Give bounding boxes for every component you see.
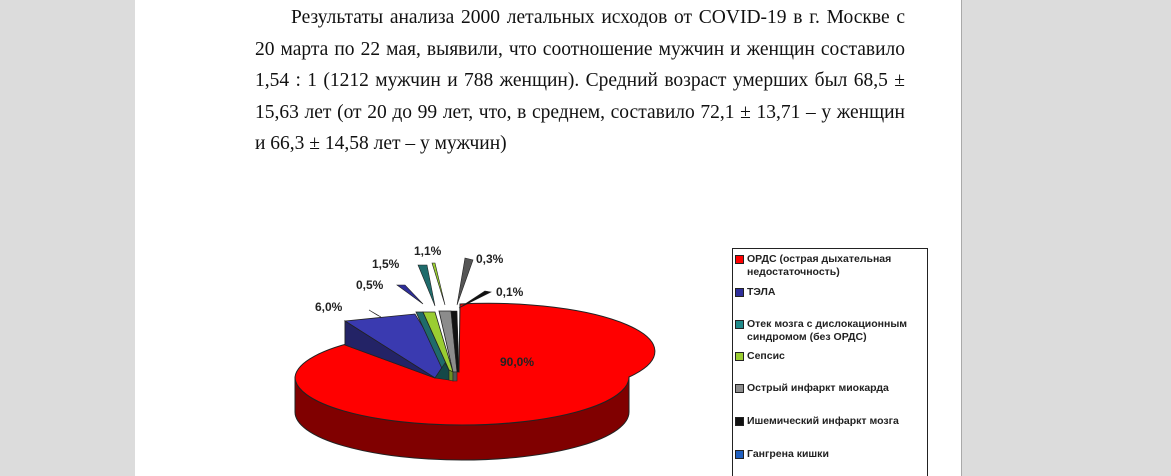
pie-chart: 90,0% 6,0% 0,5% 1,5% 1,1% 0,3% 0,1% <box>294 244 656 461</box>
legend-item-sepsis: Сепсис <box>735 350 925 363</box>
slice-stroke <box>450 310 460 373</box>
legend-swatch-icon <box>735 320 744 329</box>
legend-item-stroke: Ишемический инфаркт мозга <box>735 415 925 428</box>
slice-ards <box>294 302 656 461</box>
leader-sepsis <box>431 262 446 306</box>
leader-edema <box>417 264 436 307</box>
label-ards: 90,0% <box>500 355 534 369</box>
legend-label: ТЭЛА <box>747 286 776 298</box>
legend-swatch-icon <box>735 450 744 459</box>
legend-swatch-icon <box>735 417 744 426</box>
legend-swatch-icon <box>735 384 744 393</box>
legend-item-gangrene: Гангрена кишки <box>735 448 925 461</box>
legend-label-line: ОРДС (острая дыхательная <box>747 253 892 265</box>
legend-swatch-icon <box>735 288 744 297</box>
label-mi: 0,3% <box>476 252 504 266</box>
legend-label: Сепсис <box>747 350 785 362</box>
legend-label: Отек мозга с дислокационным синдромом (бе… <box>747 318 907 343</box>
label-edema: 1,5% <box>372 257 400 271</box>
legend-label-line: недостаточность) <box>747 265 840 278</box>
legend-label: ОРДС (острая дыхательная недостаточность) <box>747 253 891 278</box>
legend-label: Ишемический инфаркт мозга <box>747 415 899 427</box>
legend-label-line: синдромом (без ОРДС) <box>747 330 867 343</box>
chart-legend: ОРДС (острая дыхательная недостаточность)… <box>732 248 928 476</box>
paragraph-line: Результаты анализа 2000 летальных исходо… <box>291 7 905 28</box>
leader-stroke <box>458 290 492 309</box>
legend-label: Острый инфаркт миокарда <box>747 382 889 394</box>
legend-swatch-icon <box>735 255 744 264</box>
label-gangrene: 0,5% <box>356 278 384 292</box>
legend-label: Гангрена кишки <box>747 448 829 460</box>
legend-item-tela: ТЭЛА <box>735 286 925 299</box>
legend-swatch-icon <box>735 352 744 361</box>
label-tela: 6,0% <box>315 300 343 314</box>
paragraph-line: 1,54 : 1 (1212 мужчин и 788 женщин). Сре… <box>255 70 905 92</box>
label-stroke: 0,1% <box>496 285 524 299</box>
leader-tela <box>368 309 382 318</box>
legend-label-line: Отек мозга с дислокационным <box>747 318 908 330</box>
label-sepsis: 1,1% <box>414 244 442 258</box>
paragraph-line: 20 марта по 22 мая, выявили, что соотнош… <box>255 38 905 60</box>
leader-mi <box>456 257 474 306</box>
legend-item-ards: ОРДС (острая дыхательная недостаточность) <box>735 253 925 278</box>
document-page: Результаты анализа 2000 летальных исходо… <box>135 0 962 476</box>
leader-gangrene <box>396 284 424 305</box>
paragraph-line: и 66,3 ± 14,58 лет – у мужчин) <box>255 133 507 155</box>
paragraph-text: Результаты анализа 2000 летальных исходо… <box>255 2 905 160</box>
legend-item-mi: Острый инфаркт миокарда <box>735 382 925 395</box>
legend-item-edema: Отек мозга с дислокационным синдромом (бе… <box>735 318 925 343</box>
paragraph-line: 15,63 лет (от 20 до 99 лет, что, в средн… <box>255 101 905 123</box>
